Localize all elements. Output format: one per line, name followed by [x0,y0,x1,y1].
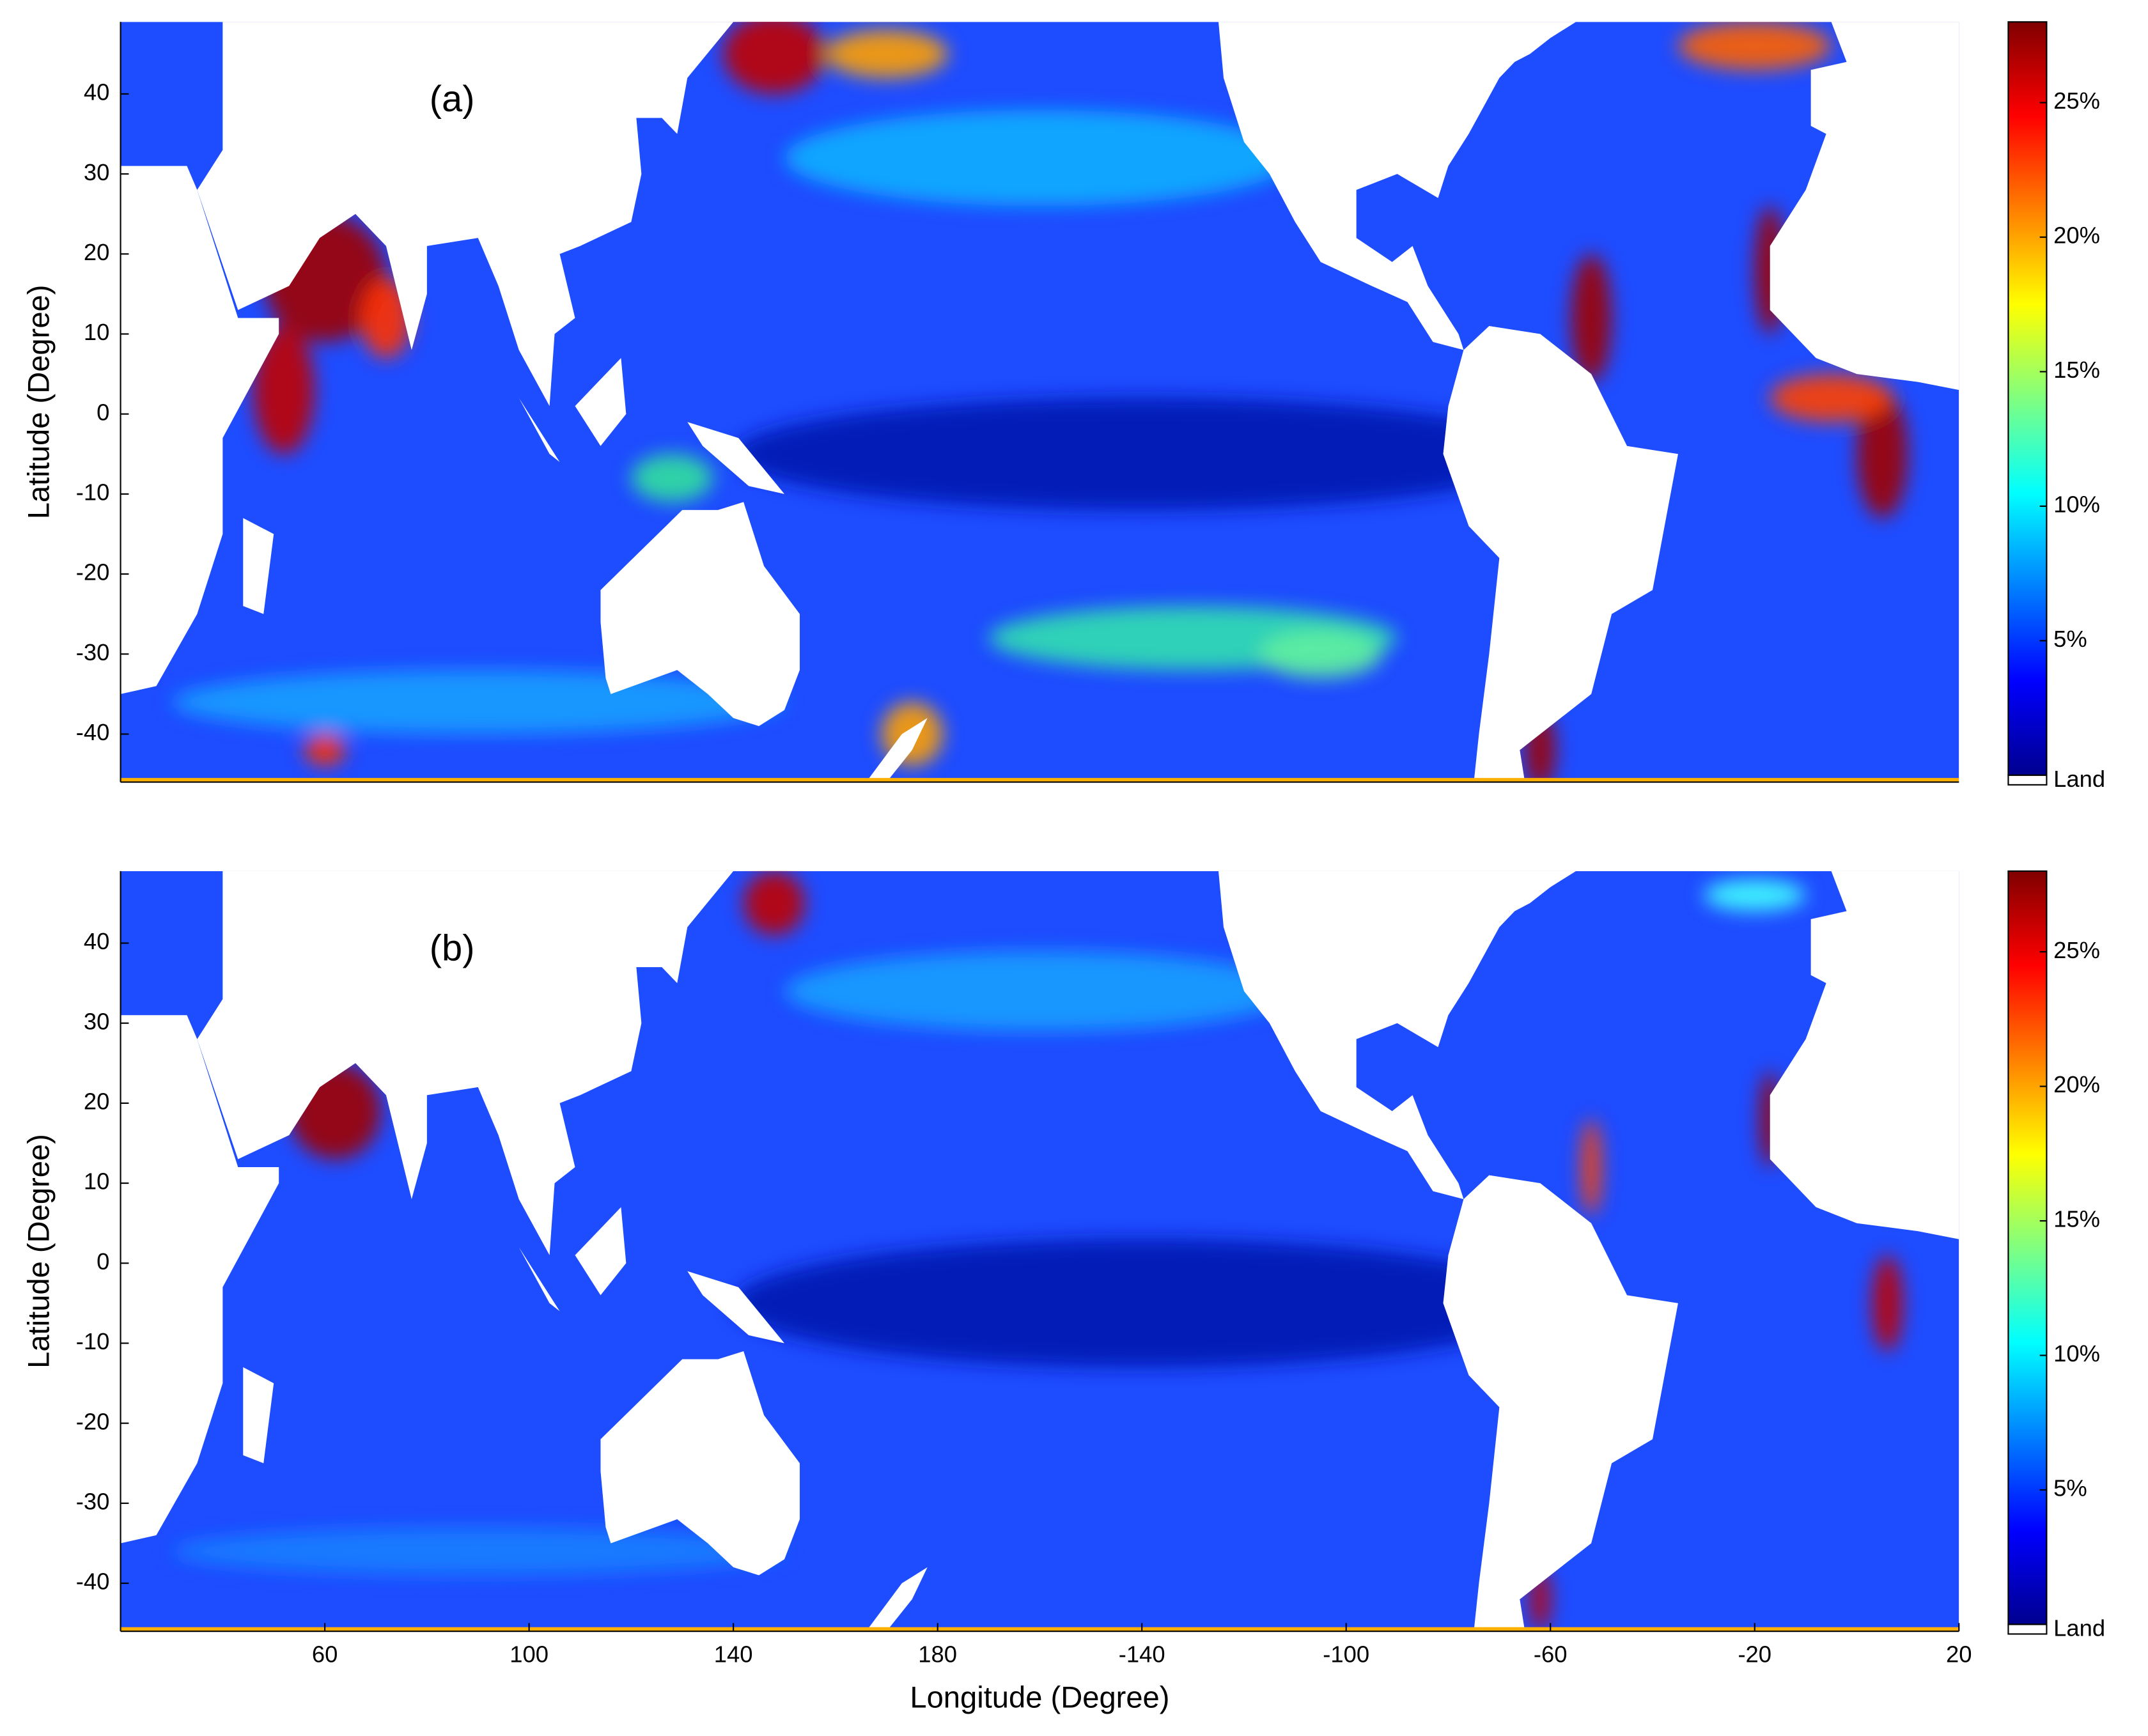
field-patch [1770,374,1893,422]
field-patch [1856,390,1908,518]
land [687,1271,785,1344]
y-axis-label: Latitude (Degree) [22,285,56,520]
field-patch [825,29,948,78]
colorbar-tick-label: 15% [2053,357,2100,383]
map [120,22,1959,782]
colorbar-tick-label: 5% [2053,626,2087,652]
land [1443,326,1678,782]
panel-label: (a) [430,79,475,120]
land [600,502,800,726]
colorbar-tick-label: 20% [2053,1071,2100,1097]
x-tick-label: -140 [1119,1641,1165,1667]
y-tick-label: 30 [84,159,110,185]
land [197,22,734,407]
y-tick-label: -20 [76,559,110,585]
field-patch [361,277,412,359]
field [171,871,1903,1632]
colorbar-tick-label: 25% [2053,937,2100,963]
land [575,358,626,446]
field-patch [743,871,805,936]
panel: -40 -30 -20 -10 0 10 20 30 40 (a) Latitude (Degree… [22,21,2105,792]
y-tick-label: -10 [76,479,110,506]
y-tick-label: -10 [76,1328,110,1354]
field-patch [723,22,825,94]
field-patch [784,951,1295,1032]
field-patch [1581,1119,1602,1216]
land [866,718,928,782]
land [243,518,274,614]
colorbar [2007,870,2048,1625]
field-patch [733,398,1551,510]
y-tick-label: 40 [84,79,110,105]
field-patch [304,734,346,766]
y-tick-label: 40 [84,928,110,954]
x-tick-label: 180 [918,1641,957,1667]
field-patch [784,109,1295,206]
land [197,871,734,1255]
y-tick-label: -20 [76,1408,110,1434]
field-patch [1571,254,1612,382]
land [1770,871,1959,1239]
land [687,422,785,494]
x-tick-label: -60 [1534,1641,1568,1667]
y-tick-label: 0 [97,1248,109,1275]
x-tick-label: 20 [1946,1641,1972,1667]
x-tick-label: 60 [312,1641,338,1667]
land-label: Land [2053,1615,2105,1641]
land-swatch [2007,1624,2048,1635]
y-tick-label: 0 [97,399,109,425]
land [600,1351,800,1576]
field-patch [253,326,315,454]
colorbar-tick-label: 15% [2053,1206,2100,1232]
colorbar-tick-label: 25% [2053,88,2100,114]
colorbar-tick-label: 5% [2053,1475,2087,1501]
land [243,1367,274,1464]
land-label: Land [2053,766,2105,792]
y-tick-label: 10 [84,319,110,345]
edge-band [120,778,1959,782]
field-patch [1677,22,1832,70]
y-tick-label: -30 [76,639,110,665]
field-patch [171,1527,785,1576]
x-tick-label: 140 [714,1641,753,1667]
field-patch [631,454,713,502]
y-tick-label: -30 [76,1488,110,1514]
land [1443,1175,1678,1632]
field-patch [733,1239,1551,1368]
map [120,871,1959,1632]
colorbar-tick-label: 20% [2053,222,2100,249]
colorbar-tick-label: 10% [2053,492,2100,518]
y-axis-label: Latitude (Degree) [22,1134,56,1368]
land [866,1567,928,1632]
x-tick-label: -100 [1323,1641,1369,1667]
land [1218,871,1576,1200]
colorbar-tick-label: 10% [2053,1340,2100,1367]
land [120,22,279,694]
land [575,1207,626,1296]
y-tick-label: 30 [84,1008,110,1034]
y-tick-label: 20 [84,1089,110,1115]
land-swatch [2007,774,2048,786]
y-tick-label: 20 [84,239,110,265]
field-patch [1872,1255,1903,1351]
x-tick-label: -20 [1738,1641,1771,1667]
panel-label: (b) [430,927,475,968]
x-tick-label: 100 [510,1641,549,1667]
field-patch [1703,879,1806,911]
y-tick-label: -40 [76,719,110,745]
edge-band [120,1627,1959,1632]
y-tick-label: -40 [76,1569,110,1595]
land [120,871,279,1544]
land [1218,22,1576,350]
land [1770,22,1959,391]
y-tick-label: 10 [84,1168,110,1195]
x-axis-label: Longitude (Degree) [910,1680,1169,1714]
colorbar [2007,21,2048,776]
field-patch [1259,630,1382,678]
